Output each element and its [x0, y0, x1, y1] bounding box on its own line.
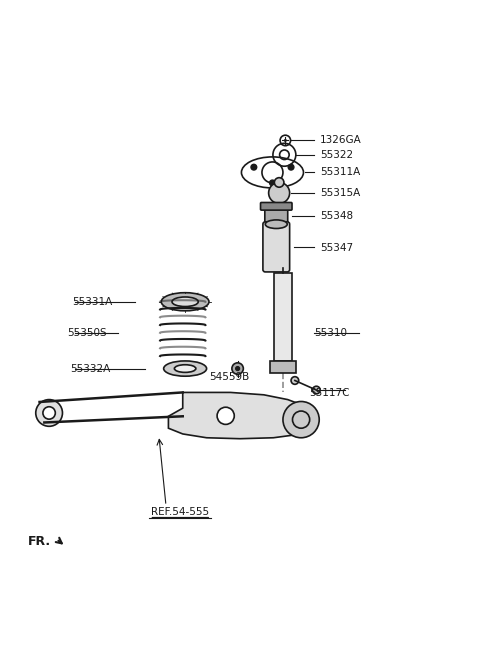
Text: 55322: 55322: [320, 150, 353, 160]
FancyBboxPatch shape: [261, 203, 292, 210]
Text: 1326GA: 1326GA: [320, 135, 362, 146]
Text: 55347: 55347: [320, 243, 353, 253]
Circle shape: [217, 407, 234, 424]
Text: 55310: 55310: [314, 328, 347, 338]
Ellipse shape: [172, 297, 198, 306]
Ellipse shape: [265, 220, 287, 228]
Circle shape: [232, 363, 243, 375]
Circle shape: [312, 386, 320, 394]
Text: FR.: FR.: [28, 535, 51, 548]
Circle shape: [283, 401, 319, 438]
Text: REF.54-555: REF.54-555: [151, 506, 209, 517]
Text: 55117C: 55117C: [309, 388, 350, 398]
Text: 55315A: 55315A: [320, 188, 360, 198]
Text: 55350S: 55350S: [67, 328, 107, 338]
Polygon shape: [270, 361, 296, 373]
Circle shape: [251, 164, 257, 170]
Circle shape: [43, 407, 55, 419]
Circle shape: [270, 180, 276, 186]
Circle shape: [288, 164, 294, 170]
FancyBboxPatch shape: [263, 222, 289, 272]
Text: 55331A: 55331A: [72, 297, 112, 307]
FancyBboxPatch shape: [265, 205, 288, 226]
Ellipse shape: [161, 293, 209, 311]
Circle shape: [236, 367, 240, 371]
Text: 55348: 55348: [320, 211, 353, 221]
Ellipse shape: [164, 361, 206, 376]
Circle shape: [275, 178, 284, 187]
Circle shape: [285, 140, 286, 141]
Circle shape: [36, 400, 62, 426]
Polygon shape: [168, 392, 316, 439]
Polygon shape: [274, 273, 292, 361]
Ellipse shape: [174, 365, 196, 373]
Text: 55311A: 55311A: [320, 167, 360, 177]
Text: 54559B: 54559B: [209, 372, 249, 382]
Text: 55332A: 55332A: [71, 363, 111, 373]
Circle shape: [291, 377, 299, 384]
Circle shape: [269, 182, 289, 203]
